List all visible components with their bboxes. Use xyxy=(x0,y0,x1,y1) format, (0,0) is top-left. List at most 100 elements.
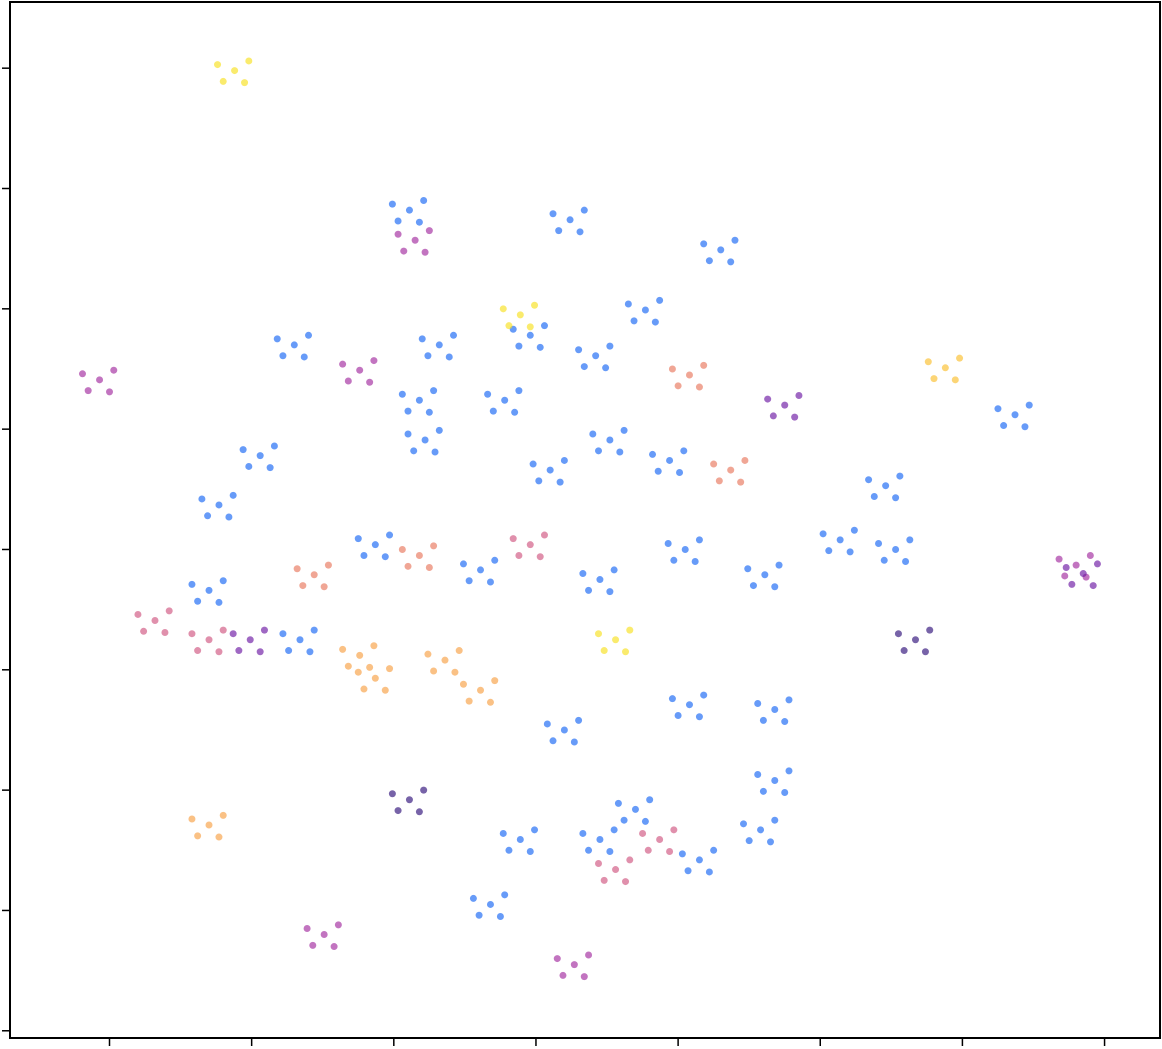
point xyxy=(666,456,674,464)
point xyxy=(781,718,789,726)
point xyxy=(644,846,652,854)
point xyxy=(430,387,438,395)
point xyxy=(579,829,587,837)
point xyxy=(279,630,287,638)
point xyxy=(670,826,678,834)
point xyxy=(459,560,467,568)
point xyxy=(245,462,253,470)
point xyxy=(678,850,686,858)
point xyxy=(405,206,413,214)
point xyxy=(339,645,347,653)
point xyxy=(491,677,499,685)
point xyxy=(614,799,622,807)
point xyxy=(526,541,534,549)
point xyxy=(356,651,364,659)
point xyxy=(674,382,682,390)
point xyxy=(710,460,718,468)
point xyxy=(924,358,932,366)
point xyxy=(188,580,196,588)
point xyxy=(219,626,227,634)
point xyxy=(656,835,664,843)
point xyxy=(459,680,467,688)
point xyxy=(306,648,314,656)
point xyxy=(339,360,347,368)
point xyxy=(386,665,394,673)
point xyxy=(273,335,281,343)
point xyxy=(360,685,368,693)
point xyxy=(370,357,378,365)
point xyxy=(612,636,620,644)
point xyxy=(386,531,394,539)
point xyxy=(465,577,473,585)
point xyxy=(499,829,507,837)
point xyxy=(445,353,453,361)
point xyxy=(705,868,713,876)
point xyxy=(641,306,649,314)
point xyxy=(641,817,649,825)
point xyxy=(639,829,647,837)
point xyxy=(576,228,584,236)
point xyxy=(754,770,762,778)
point xyxy=(1089,582,1097,590)
point xyxy=(394,807,402,815)
point xyxy=(921,648,929,656)
point xyxy=(549,210,557,218)
point xyxy=(214,61,222,69)
point xyxy=(764,395,772,403)
point xyxy=(585,846,593,854)
point xyxy=(553,955,561,963)
point xyxy=(745,837,753,845)
point xyxy=(245,57,253,65)
point xyxy=(540,322,548,330)
point xyxy=(791,413,799,421)
point xyxy=(256,452,264,460)
point xyxy=(616,448,624,456)
point xyxy=(624,300,632,308)
point xyxy=(1072,561,1080,569)
point xyxy=(420,197,428,205)
point xyxy=(575,716,583,724)
point xyxy=(188,815,196,823)
point xyxy=(320,931,328,939)
point xyxy=(354,668,362,676)
point xyxy=(526,847,534,855)
point xyxy=(759,716,767,724)
point xyxy=(1086,551,1094,559)
point xyxy=(612,866,620,874)
point xyxy=(398,390,406,398)
point xyxy=(705,257,713,265)
point xyxy=(404,407,412,415)
point xyxy=(739,820,747,828)
point xyxy=(757,826,765,834)
point xyxy=(606,342,614,350)
point xyxy=(536,343,544,351)
point xyxy=(370,642,378,650)
point xyxy=(526,323,534,331)
point xyxy=(1000,422,1008,430)
point xyxy=(1093,560,1101,568)
point xyxy=(900,647,908,655)
point xyxy=(256,648,264,656)
point xyxy=(956,354,964,362)
point xyxy=(279,352,287,360)
point xyxy=(744,565,752,573)
point xyxy=(96,376,104,384)
point xyxy=(775,561,783,569)
point xyxy=(906,536,914,544)
point xyxy=(769,412,777,420)
point xyxy=(664,539,672,547)
point xyxy=(110,366,118,374)
point xyxy=(451,668,459,676)
point xyxy=(670,556,678,564)
point xyxy=(556,478,564,486)
point xyxy=(560,726,568,734)
point xyxy=(710,846,718,854)
point xyxy=(727,466,735,474)
point xyxy=(219,811,227,819)
point xyxy=(303,925,311,933)
point xyxy=(344,377,352,385)
point xyxy=(531,826,539,834)
point xyxy=(580,973,588,981)
point xyxy=(626,856,634,864)
